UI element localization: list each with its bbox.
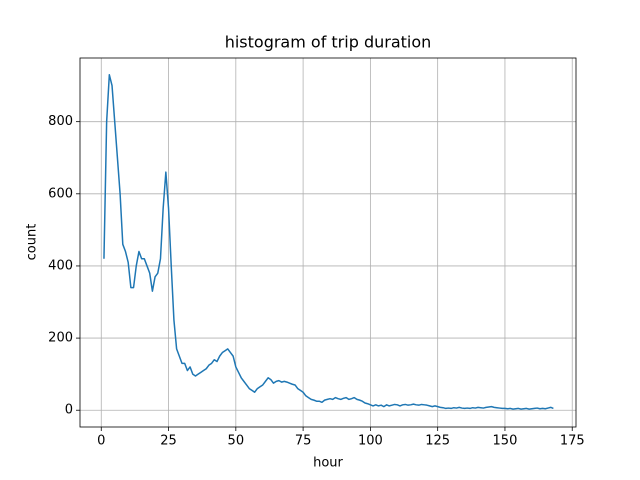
- x-tick-label: 75: [295, 434, 312, 449]
- y-tick-label: 400: [48, 258, 73, 273]
- x-tick-label: 175: [560, 434, 585, 449]
- y-tick-label: 800: [48, 114, 73, 129]
- y-axis-label: count: [25, 224, 40, 261]
- y-tick-label: 200: [48, 331, 73, 346]
- x-tick-label: 25: [160, 434, 177, 449]
- data-line: [103, 74, 554, 410]
- y-tick-label: 600: [48, 186, 73, 201]
- x-tick-label: 50: [228, 434, 245, 449]
- y-tick-label: 0: [65, 403, 73, 418]
- x-tick-label: 150: [493, 434, 518, 449]
- x-tick-label: 0: [97, 434, 105, 449]
- x-tick-label: 125: [425, 434, 450, 449]
- chart-title: histogram of trip duration: [225, 33, 432, 52]
- x-axis-label: hour: [313, 456, 343, 471]
- plot-frame: [79, 57, 577, 428]
- x-tick-label: 100: [358, 434, 383, 449]
